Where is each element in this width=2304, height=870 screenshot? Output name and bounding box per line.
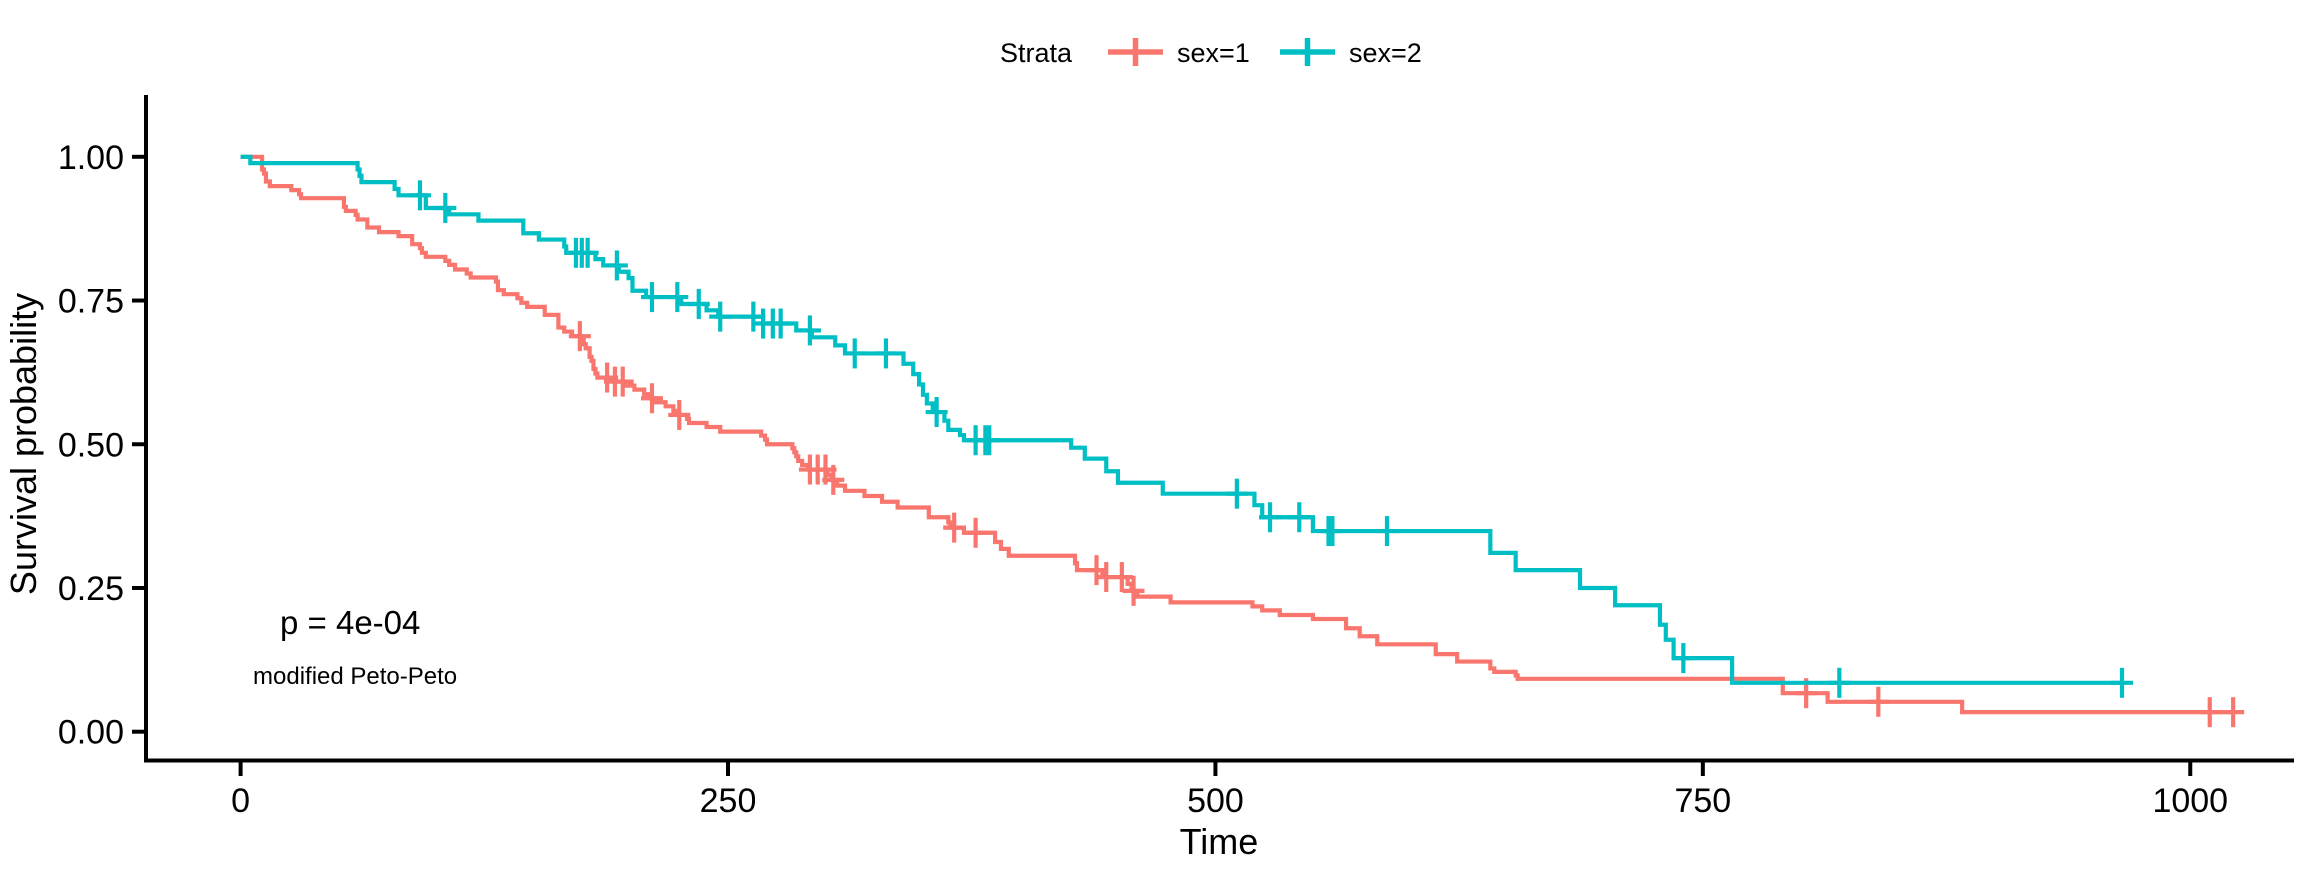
survival-curves bbox=[240, 154, 2245, 728]
x-axis-title: Time bbox=[1180, 821, 1259, 862]
y-tick-label-0.25: 0.25 bbox=[58, 570, 124, 608]
survival-curve-sex=2 bbox=[240, 154, 2123, 685]
legend-key-sex2 bbox=[1280, 38, 1335, 66]
y-tick-label-0.75: 0.75 bbox=[58, 283, 124, 321]
x-tick-label-0: 0 bbox=[231, 782, 250, 820]
pvalue-text: p = 4e-04 bbox=[280, 604, 420, 641]
legend-title: Strata bbox=[1000, 38, 1073, 68]
axes: 0.00 0.25 0.50 0.75 1.00 0 250 500 750 1000 bbox=[58, 95, 2294, 820]
y-axis-title: Survival probability bbox=[3, 293, 44, 595]
x-tick-label-1000: 1000 bbox=[2152, 782, 2228, 820]
x-tick-label-750: 750 bbox=[1674, 782, 1731, 820]
censor-marks-sex=2 bbox=[408, 180, 2134, 698]
legend-label-sex1: sex=1 bbox=[1177, 38, 1250, 68]
legend-label-sex2: sex=2 bbox=[1349, 38, 1422, 68]
y-tick-label-0.50: 0.50 bbox=[58, 426, 124, 464]
legend: Strata sex=1 sex=2 bbox=[1000, 38, 1422, 68]
y-tick-label-1.00: 1.00 bbox=[58, 139, 124, 177]
legend-key-sex1 bbox=[1108, 38, 1163, 66]
x-tick-label-500: 500 bbox=[1187, 782, 1244, 820]
censor-marks-sex=1 bbox=[568, 321, 2245, 728]
x-tick-label-250: 250 bbox=[700, 782, 757, 820]
pvalue-method-text: modified Peto-Peto bbox=[253, 663, 457, 690]
y-tick-label-0.00: 0.00 bbox=[58, 714, 124, 752]
